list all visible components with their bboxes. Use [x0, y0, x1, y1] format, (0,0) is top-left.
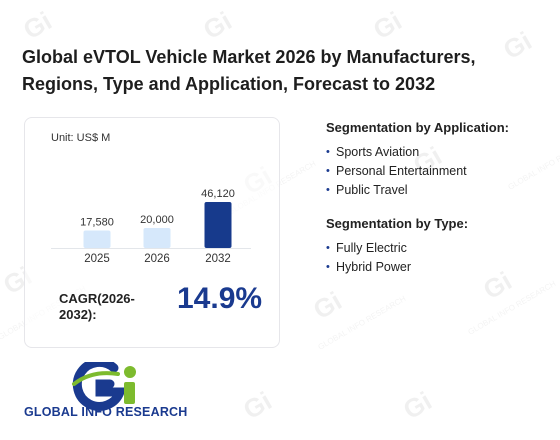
- watermark-gi-8: Gi: [308, 285, 347, 325]
- type-item: Hybrid Power: [326, 258, 546, 277]
- application-item: Sports Aviation: [326, 143, 546, 162]
- gi-logo-icon: [72, 362, 136, 411]
- watermark-gi-10: Gi: [238, 385, 277, 425]
- application-list: Sports Aviation Personal Entertainment P…: [326, 143, 546, 200]
- market-size-bar-chart: 17,580 2025 20,000 2026 46,120 2032: [51, 188, 251, 265]
- x-tick-label: 2026: [144, 253, 170, 265]
- market-summary-card: Unit: US$ M 17,580 2025 20,000 2026 46,120 20…: [24, 117, 280, 348]
- type-item: Fully Electric: [326, 239, 546, 258]
- bar-value-label: 17,580: [80, 216, 114, 228]
- watermark-gi-11: Gi: [398, 385, 437, 425]
- cagr-label: CAGR(2026-2032):: [59, 291, 135, 322]
- cagr-value: 14.9%: [177, 282, 263, 315]
- chart-unit-label: Unit: US$ M: [51, 132, 111, 144]
- bar-2026: [143, 228, 171, 248]
- segmentation-type: Segmentation by Type: Fully Electric Hyb…: [326, 216, 546, 277]
- x-tick-label: 2025: [84, 253, 110, 265]
- segmentation-application-heading: Segmentation by Application:: [326, 120, 509, 135]
- watermark-text-2: GLOBAL INFO RESEARCH: [317, 294, 408, 352]
- watermark-gi-1: Gi: [18, 5, 57, 45]
- segmentation-application: Segmentation by Application: Sports Avia…: [326, 120, 546, 200]
- segmentation-type-heading: Segmentation by Type:: [326, 216, 469, 231]
- watermark-text-3: GLOBAL INFO RESEARCH: [467, 279, 558, 337]
- page-title: Global eVTOL Vehicle Market 2026 by Manu…: [22, 47, 476, 94]
- application-item: Personal Entertainment: [326, 162, 546, 181]
- x-tick-label: 2032: [205, 253, 231, 265]
- bar-value-label: 20,000: [140, 214, 174, 226]
- type-list: Fully Electric Hybrid Power: [326, 239, 546, 277]
- watermark-gi-2: Gi: [198, 5, 237, 45]
- application-item: Public Travel: [326, 181, 546, 200]
- watermark-gi-3: Gi: [368, 5, 407, 45]
- bar-value-label: 46,120: [201, 188, 235, 200]
- bar-2032: [204, 202, 232, 248]
- bar-2025: [83, 230, 111, 248]
- brand-name: GLOBAL INFO RESEARCH: [24, 405, 188, 419]
